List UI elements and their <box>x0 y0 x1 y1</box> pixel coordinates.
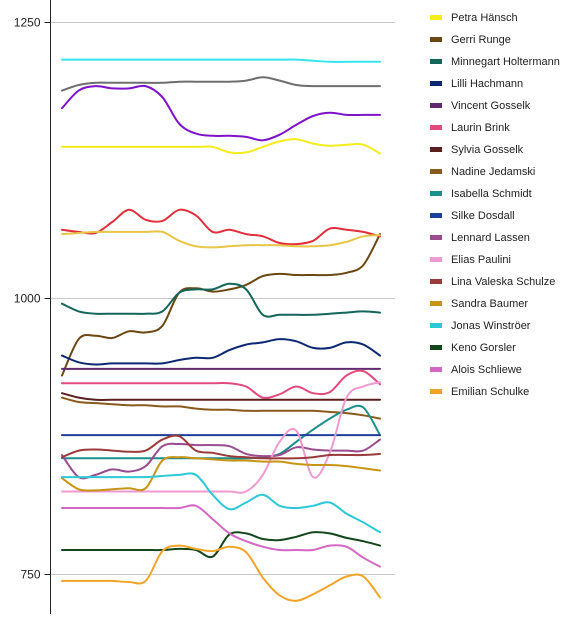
legend-label-minnegart-holtermann: Minnegart Holtermann <box>451 56 560 68</box>
legend-item-vincent-gosselk: Vincent Gosselk <box>430 100 531 112</box>
legend-item-emilian-schulke: Emilian Schulke <box>430 386 529 398</box>
legend-swatch-jonas-winstr-er <box>430 323 442 328</box>
series-line-unlabeled-21 <box>61 76 381 92</box>
series-line-emilian-schulke <box>61 544 381 602</box>
series-lines <box>61 58 381 602</box>
legend-swatch-emilian-schulke <box>430 389 442 394</box>
series-line-elias-paulini <box>61 381 381 494</box>
legend-swatch-laurin-brink <box>430 125 442 130</box>
legend-label-lennard-lassen: Lennard Lassen <box>451 232 530 244</box>
series-line-unlabeled-22 <box>61 58 381 63</box>
gridlines <box>50 22 395 575</box>
y-axis: 750 1000 1250 <box>14 16 51 582</box>
series-line-gerri-runge <box>61 233 381 377</box>
series-line-sandra-baumer <box>61 456 381 492</box>
y-tick-label-750: 750 <box>20 568 40 582</box>
legend-swatch-keno-gorsler <box>430 345 442 350</box>
legend-item-silke-dosdall: Silke Dosdall <box>430 210 515 222</box>
legend-swatch-elias-paulini <box>430 257 442 262</box>
legend-swatch-gerri-runge <box>430 37 442 42</box>
legend-label-keno-gorsler: Keno Gorsler <box>451 342 516 354</box>
legend-item-keno-gorsler: Keno Gorsler <box>430 342 516 354</box>
series-line-isabella-schmidt <box>61 404 381 460</box>
series-line-nadine-jedamski <box>61 396 381 420</box>
legend-item-lennard-lassen: Lennard Lassen <box>430 232 530 244</box>
series-line-petra-h-nsch <box>61 138 381 155</box>
series-line-lennard-lassen <box>61 438 381 480</box>
legend-swatch-minnegart-holtermann <box>430 59 442 64</box>
legend-item-alois-schliewe: Alois Schliewe <box>430 364 522 376</box>
legend-item-lina-valeska-schulze: Lina Valeska Schulze <box>430 276 555 288</box>
y-tick-label-1000: 1000 <box>14 292 41 306</box>
legend-label-nadine-jedamski: Nadine Jedamski <box>451 166 535 178</box>
series-line-unlabeled-20 <box>61 84 381 142</box>
legend-item-jonas-winstr-er: Jonas Winströer <box>430 320 531 332</box>
legend-label-lina-valeska-schulze: Lina Valeska Schulze <box>451 276 555 288</box>
series-line-jonas-winstr-er <box>61 472 381 534</box>
series-line-keno-gorsler <box>61 531 381 559</box>
legend-label-alois-schliewe: Alois Schliewe <box>451 364 522 376</box>
legend-swatch-lina-valeska-schulze <box>430 279 442 284</box>
legend-item-isabella-schmidt: Isabella Schmidt <box>430 188 532 200</box>
legend-label-lilli-hachmann: Lilli Hachmann <box>451 78 523 90</box>
legend-label-elias-paulini: Elias Paulini <box>451 254 511 266</box>
series-line-sylvia-gosselk <box>61 392 381 401</box>
legend-label-sylvia-gosselk: Sylvia Gosselk <box>451 144 524 156</box>
legend-swatch-lilli-hachmann <box>430 81 442 86</box>
legend-swatch-vincent-gosselk <box>430 103 442 108</box>
series-line-lina-valeska-schulze <box>61 434 381 460</box>
legend-label-jonas-winstr-er: Jonas Winströer <box>451 320 531 332</box>
legend-item-elias-paulini: Elias Paulini <box>430 254 511 266</box>
legend-label-silke-dosdall: Silke Dosdall <box>451 210 515 222</box>
legend-label-sandra-baumer: Sandra Baumer <box>451 298 528 310</box>
legend-item-sandra-baumer: Sandra Baumer <box>430 298 528 310</box>
series-line-alois-schliewe <box>61 504 381 568</box>
y-tick-label-1250: 1250 <box>14 16 41 30</box>
legend-label-isabella-schmidt: Isabella Schmidt <box>451 188 532 200</box>
legend-swatch-sandra-baumer <box>430 301 442 306</box>
legend-swatch-alois-schliewe <box>430 367 442 372</box>
legend-item-nadine-jedamski: Nadine Jedamski <box>430 166 535 178</box>
legend-label-vincent-gosselk: Vincent Gosselk <box>451 100 531 112</box>
legend-swatch-isabella-schmidt <box>430 191 442 196</box>
legend-item-petra-h-nsch: Petra Hänsch <box>430 12 518 24</box>
legend-swatch-silke-dosdall <box>430 213 442 218</box>
legend-label-gerri-runge: Gerri Runge <box>451 34 511 46</box>
legend-item-lilli-hachmann: Lilli Hachmann <box>430 78 523 90</box>
series-line-unlabeled-19 <box>61 230 381 249</box>
series-line-minnegart-holtermann <box>61 282 381 318</box>
series-line-lilli-hachmann <box>61 338 381 366</box>
legend-label-petra-h-nsch: Petra Hänsch <box>451 12 518 24</box>
legend-item-minnegart-holtermann: Minnegart Holtermann <box>430 56 560 68</box>
legend-item-laurin-brink: Laurin Brink <box>430 122 510 134</box>
legend-swatch-petra-h-nsch <box>430 15 442 20</box>
legend-swatch-nadine-jedamski <box>430 169 442 174</box>
legend-swatch-lennard-lassen <box>430 235 442 240</box>
series-line-laurin-brink <box>61 369 381 399</box>
legend-label-laurin-brink: Laurin Brink <box>451 122 510 134</box>
legend-item-sylvia-gosselk: Sylvia Gosselk <box>430 144 524 156</box>
legend-item-gerri-runge: Gerri Runge <box>430 34 511 46</box>
series-line-unlabeled-18 <box>61 208 381 246</box>
legend-swatch-sylvia-gosselk <box>430 147 442 152</box>
legend-label-emilian-schulke: Emilian Schulke <box>451 386 529 398</box>
legend: Petra Hänsch Gerri Runge Minnegart Holterm… <box>430 12 560 398</box>
